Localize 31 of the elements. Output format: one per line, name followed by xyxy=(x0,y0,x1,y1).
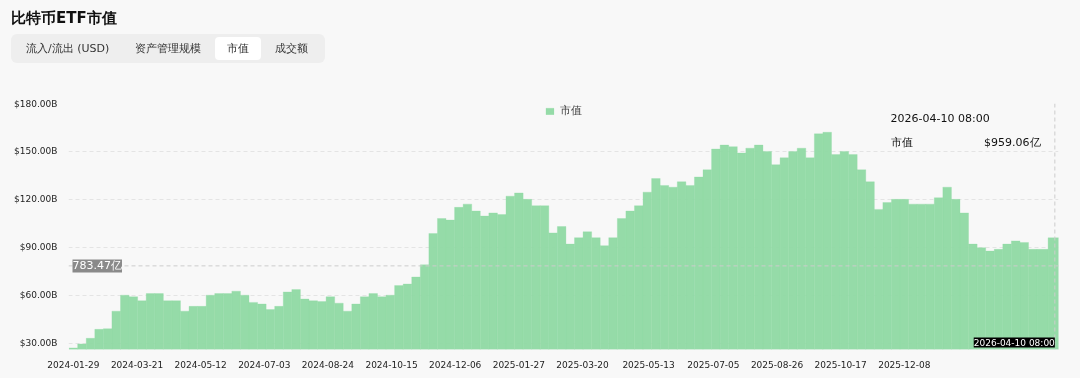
x-tick-label: 2024-10-15 xyxy=(365,359,418,370)
x-tick-label: 2025-10-17 xyxy=(814,359,867,370)
chart-title: 比特币ETF市值 xyxy=(11,9,118,28)
x-tick-label: 2024-03-21 xyxy=(110,359,164,370)
y-tick-label: $30.00B xyxy=(19,338,58,349)
y-tick-label: $150.00B xyxy=(14,146,58,157)
annotation: 2026-04-10 08:00 xyxy=(890,112,990,125)
x-tick-label: 2025-05-13 xyxy=(622,359,675,370)
ref-line-label: 2026-04-10 08:00 xyxy=(973,337,1056,348)
text: 流入/流出 (USD) xyxy=(25,41,111,57)
x-tick-label: 2025-01-27 xyxy=(492,359,545,370)
x-tick-label: 2025-12-08 xyxy=(878,359,931,370)
x-tick-label: 2024-01-29 xyxy=(47,359,100,370)
y-tick-label: $180.00B xyxy=(14,98,58,109)
legend-label: 市值 xyxy=(559,103,582,118)
x-tick-label: 2025-07-05 xyxy=(687,359,740,370)
x-tick-label: 2024-08-24 xyxy=(301,359,355,370)
annotation: $959.06亿 xyxy=(984,136,1041,149)
x-tick-label: 2025-08-26 xyxy=(750,359,804,370)
text: 资产管理规模 xyxy=(134,41,203,57)
y-tick-label: $60.00B xyxy=(19,290,58,301)
y-tick-label: $120.00B xyxy=(14,194,58,205)
x-tick-label: 2024-07-03 xyxy=(238,359,291,370)
ref-line-label: 783.47亿 xyxy=(72,259,122,273)
annotation: 市值 xyxy=(890,136,913,149)
x-tick-label: 2024-12-06 xyxy=(429,359,482,370)
y-tick-label: $90.00B xyxy=(19,242,58,253)
text: 市值 xyxy=(215,37,262,60)
x-tick-label: 2025-03-20 xyxy=(556,359,609,370)
x-tick-label: 2024-05-12 xyxy=(174,359,227,370)
text: 成交额 xyxy=(274,41,310,57)
